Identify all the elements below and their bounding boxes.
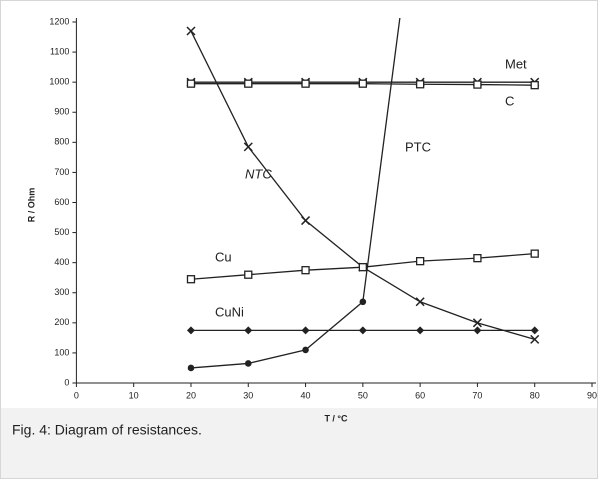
point-marker [301, 216, 311, 226]
point-marker [415, 257, 425, 266]
y-tick-label: 300 [54, 287, 69, 297]
point-marker [186, 326, 195, 335]
point-marker [473, 80, 482, 89]
y-tick-label: 1200 [49, 16, 69, 26]
point-marker [186, 79, 196, 88]
y-tick-label: 200 [54, 317, 69, 327]
point-marker [301, 326, 310, 335]
point-marker [301, 266, 310, 275]
x-tick-label: 10 [129, 390, 139, 400]
series-label: NTC [245, 166, 272, 181]
x-tick-label: 90 [587, 390, 597, 400]
point-marker [244, 360, 252, 367]
point-marker [530, 326, 539, 335]
point-marker [530, 334, 540, 344]
y-axis-label: R / Ohm [26, 188, 36, 223]
y-tick-label: 400 [54, 257, 69, 267]
y-tick-label: 0 [64, 377, 69, 387]
point-marker [415, 80, 425, 89]
point-marker [416, 326, 425, 335]
point-marker [244, 326, 253, 335]
point-marker [358, 263, 367, 272]
point-marker [243, 142, 253, 152]
y-tick-label: 600 [54, 197, 69, 207]
point-marker [301, 79, 310, 88]
y-tick-label: 1100 [50, 46, 69, 56]
x-tick-label: 50 [358, 390, 368, 400]
point-marker [244, 270, 253, 279]
point-marker [244, 79, 253, 88]
series-label: Cu [215, 249, 232, 264]
point-marker [302, 346, 309, 354]
y-tick-label: 1000 [49, 77, 69, 87]
point-marker [530, 81, 539, 90]
point-marker [358, 79, 367, 88]
plot-area [186, 18, 540, 372]
caption-box [1, 408, 597, 478]
y-tick-label: 500 [54, 227, 69, 237]
x-axis-label: T / °C [324, 413, 348, 423]
x-tick-label: 70 [472, 390, 482, 400]
x-tick-label: 0 [74, 390, 79, 400]
point-marker [415, 297, 425, 307]
series-label: Met [505, 56, 527, 71]
y-tick-label: 700 [54, 167, 69, 177]
point-marker [473, 326, 482, 335]
point-marker [186, 275, 196, 284]
x-tick-label: 60 [415, 390, 425, 400]
x-tick-label: 80 [530, 390, 540, 400]
series-label: PTC [405, 139, 431, 154]
point-marker [358, 326, 367, 335]
y-tick-label: 100 [54, 347, 69, 357]
point-marker [187, 364, 195, 372]
series-label: CuNi [215, 304, 244, 319]
x-tick-label: 40 [301, 390, 311, 400]
point-marker [472, 318, 482, 328]
y-tick-label: 800 [54, 137, 69, 147]
x-tick-label: 20 [186, 390, 196, 400]
point-marker [473, 254, 482, 263]
y-tick-label: 900 [54, 107, 69, 117]
x-tick-label: 30 [243, 390, 253, 400]
point-marker [359, 298, 367, 306]
point-marker [530, 249, 539, 258]
caption: Fig. 4: Diagram of resistances. [12, 422, 202, 438]
point-marker [186, 26, 196, 36]
series-label: C [505, 93, 514, 108]
